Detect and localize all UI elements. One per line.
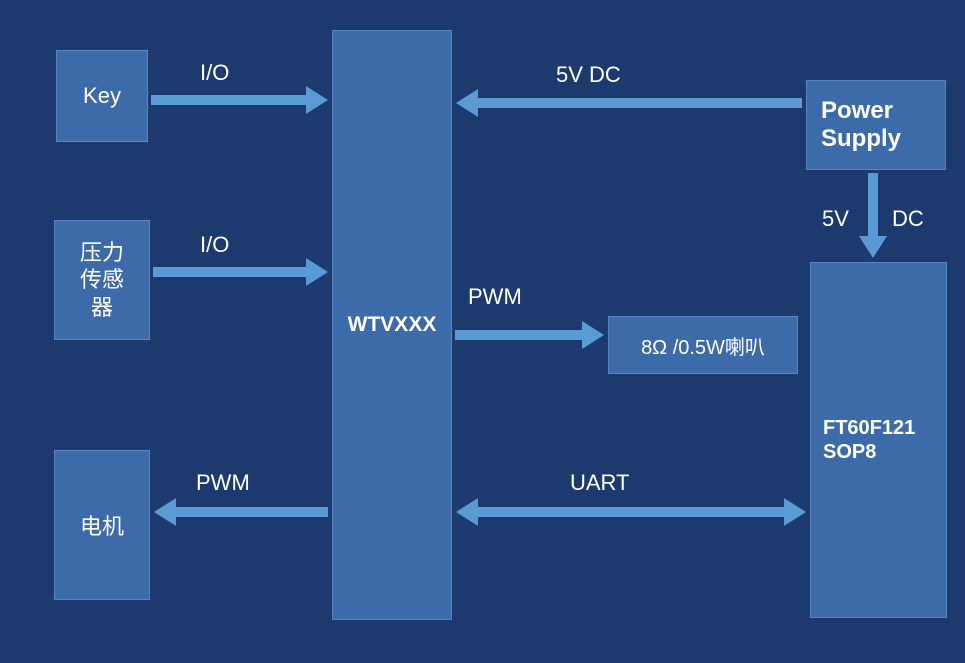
block-motor-text: 电机 [80,509,124,541]
label-uart: UART [570,470,630,496]
label-5vdc: 5V DC [556,62,621,88]
block-speaker-text: 8Ω /0.5W喇叭 [641,331,765,360]
label-pwm2: PWM [196,470,250,496]
arrowhead-sensor-to-wtv-end [306,258,328,286]
label-pwm1: PWM [468,284,522,310]
arrowhead-wtv-to-motor-end [154,498,176,526]
block-key-text: Key [83,83,121,109]
label-io1: I/O [200,60,229,86]
block-motor: 电机 [54,450,150,600]
arrowhead-power-to-wtv-end [456,89,478,117]
block-ft60: FT60F121SOP8 [810,262,947,618]
block-ft60-text: FT60F121SOP8 [823,416,915,464]
arrowhead-power-to-ft-end [859,236,887,258]
arrowhead-wtv-to-speaker-end [582,321,604,349]
block-wtvxxx: WTVXXX [332,30,452,620]
block-power: PowerSupply [806,80,946,170]
block-sensor-text: 压力传感器 [80,239,124,322]
label-5v: 5V [822,206,849,232]
arrowhead-wtv-ft-uart-start [456,498,478,526]
label-dc: DC [892,206,924,232]
arrowhead-key-to-wtv-end [306,86,328,114]
block-sensor: 压力传感器 [54,220,150,340]
block-speaker: 8Ω /0.5W喇叭 [608,316,798,374]
block-key: Key [56,50,148,142]
block-wtvxxx-text: WTVXXX [348,313,437,337]
arrowhead-wtv-ft-uart-end [784,498,806,526]
block-power-text: PowerSupply [821,97,901,152]
label-io2: I/O [200,232,229,258]
